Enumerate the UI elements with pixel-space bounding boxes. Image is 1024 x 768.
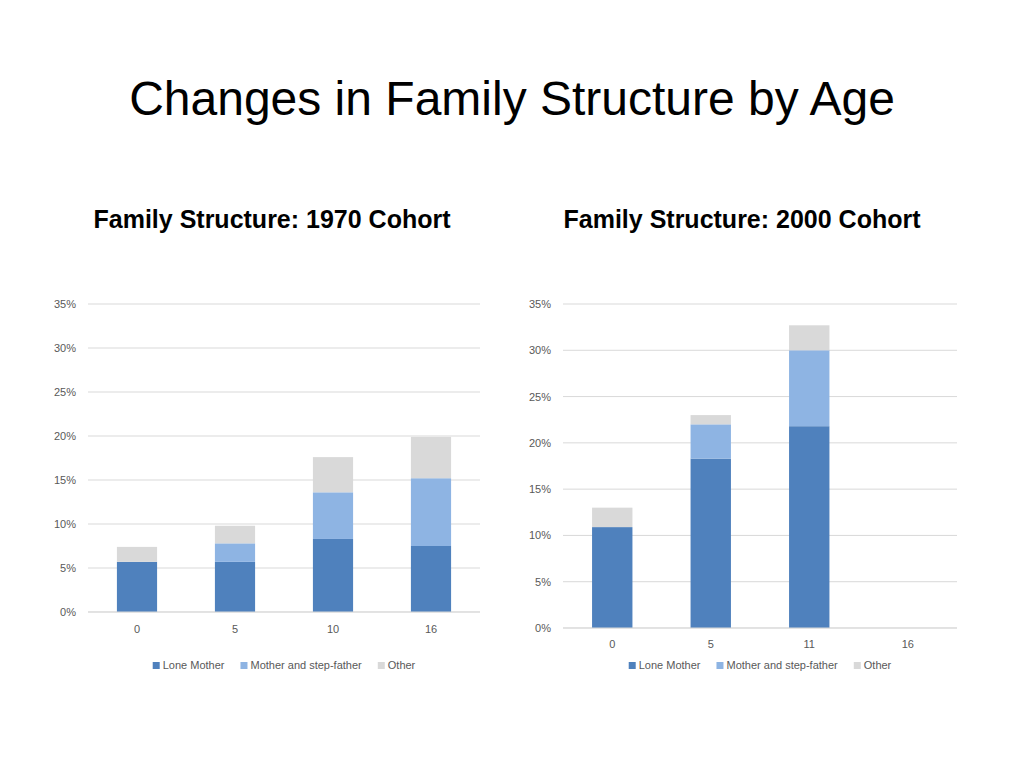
y-tick-label: 15%: [529, 483, 551, 495]
bar-segment: [592, 508, 632, 527]
x-tick-label: 11: [804, 638, 815, 650]
slide: Changes in Family Structure by Age Family…: [0, 0, 1024, 768]
bar-segment: [313, 539, 353, 612]
y-tick-label: 35%: [529, 298, 551, 310]
legend-label: Mother and step-father: [726, 659, 838, 671]
grid-line: [563, 442, 957, 443]
y-tick-label: 15%: [54, 474, 76, 486]
bar-segment: [691, 415, 731, 424]
bar-segment: [789, 350, 829, 426]
bars: [117, 437, 451, 612]
x-tick-label: 16: [425, 623, 437, 635]
legend-label: Lone Mother: [163, 659, 225, 671]
bar-segment: [117, 562, 157, 612]
legend-swatch: [153, 662, 160, 669]
legend: Lone Mother Mother and step-father Other: [153, 659, 416, 671]
y-axis-line: [563, 304, 564, 628]
bar-segment: [215, 543, 255, 561]
legend-swatch: [378, 662, 385, 669]
grid-line: [563, 489, 957, 490]
grid-line: [563, 628, 957, 629]
legend-label: Other: [388, 659, 416, 671]
y-tick-label: 25%: [54, 386, 76, 398]
bars: [592, 325, 829, 628]
bar-segment: [592, 527, 632, 628]
bar-segment: [313, 492, 353, 539]
legend-label: Lone Mother: [639, 659, 701, 671]
bar-segment: [411, 437, 451, 478]
y-tick-label: 5%: [535, 576, 551, 588]
y-tick-label: 0%: [535, 622, 551, 634]
x-tick-label: 5: [232, 623, 238, 635]
x-tick-label: 5: [708, 638, 714, 650]
grid-line: [88, 392, 480, 393]
x-axis-line: [88, 612, 480, 613]
chart-title: Family Structure: 2000 Cohort: [563, 205, 921, 233]
legend: Lone Mother Mother and step-father Other: [629, 659, 892, 671]
y-tick-label: 5%: [60, 562, 76, 574]
grid-line: [88, 436, 480, 437]
y-axis-line: [88, 304, 89, 612]
bar-segment: [789, 426, 829, 628]
bar-segment: [789, 325, 829, 350]
x-tick-label: 10: [327, 623, 339, 635]
chart: Family Structure: 1970 Cohort 0% 5% 10% 15% 2…: [54, 205, 480, 671]
x-tick-label: 0: [609, 638, 615, 650]
grid-line: [563, 396, 957, 397]
bar-segment: [313, 457, 353, 492]
chart: Family Structure: 2000 Cohort 0% 5% 10% 15% 2…: [529, 205, 957, 671]
x-tick-label: 0: [134, 623, 140, 635]
chart-title: Family Structure: 1970 Cohort: [93, 205, 451, 233]
legend-swatch: [240, 662, 247, 669]
bar-segment: [411, 478, 451, 546]
legend-label: Mother and step-father: [250, 659, 362, 671]
y-tick-label: 20%: [529, 437, 551, 449]
grid-line: [88, 304, 480, 305]
x-tick-label: 16: [902, 638, 914, 650]
y-tick-label: 25%: [529, 391, 551, 403]
grid-line: [563, 350, 957, 351]
grid-line: [88, 348, 480, 349]
y-tick-label: 35%: [54, 298, 76, 310]
slide-title: Changes in Family Structure by Age: [129, 72, 895, 125]
grid-line: [88, 612, 480, 613]
legend-swatch: [854, 662, 861, 669]
x-axis-line: [563, 628, 957, 629]
legend-swatch: [716, 662, 723, 669]
bar-segment: [691, 424, 731, 458]
y-tick-label: 0%: [60, 606, 76, 618]
grid-line: [563, 304, 957, 305]
bar-segment: [215, 562, 255, 612]
bar-segment: [215, 526, 255, 544]
y-tick-label: 10%: [529, 529, 551, 541]
bar-segment: [411, 546, 451, 612]
y-tick-label: 10%: [54, 518, 76, 530]
bar-segment: [117, 547, 157, 562]
y-tick-label: 30%: [529, 344, 551, 356]
legend-swatch: [629, 662, 636, 669]
y-tick-label: 20%: [54, 430, 76, 442]
legend-label: Other: [864, 659, 892, 671]
y-tick-label: 30%: [54, 342, 76, 354]
bar-segment: [691, 459, 731, 628]
